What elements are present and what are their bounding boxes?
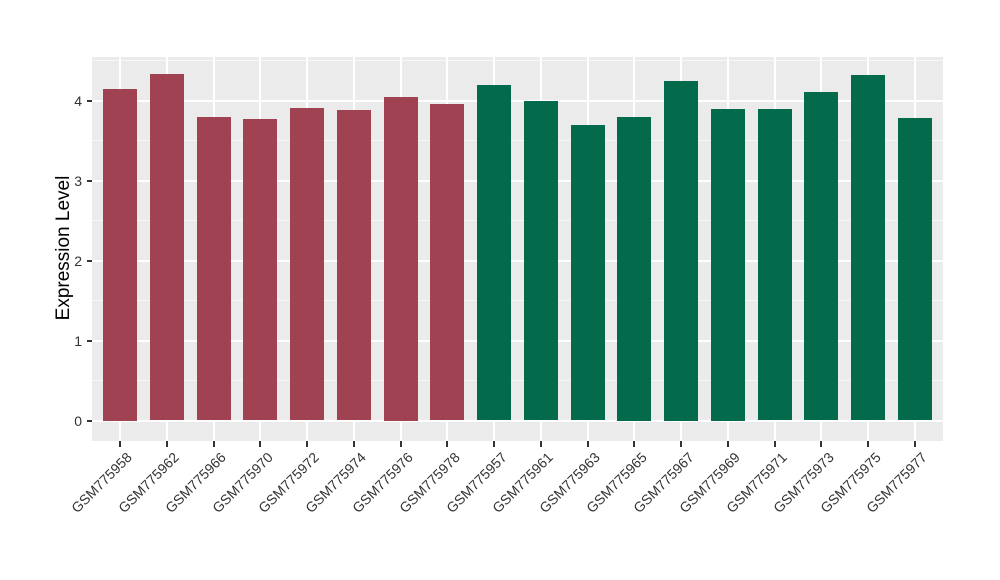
bar xyxy=(897,118,932,421)
y-tick-label: 2 xyxy=(74,252,82,269)
gridline-minor-horizontal xyxy=(92,220,943,221)
gridline-major-horizontal xyxy=(92,339,943,342)
y-tick-label: 3 xyxy=(74,172,82,189)
bar xyxy=(196,117,231,421)
x-tick-mark xyxy=(352,441,355,447)
gridline-minor-horizontal xyxy=(92,140,943,141)
y-tick-label: 1 xyxy=(74,332,82,349)
gridline-major-horizontal xyxy=(92,259,943,262)
y-tick-mark xyxy=(87,179,92,182)
bar xyxy=(617,116,652,421)
x-tick-mark xyxy=(539,441,542,447)
x-tick-mark xyxy=(726,441,729,447)
x-tick-mark xyxy=(493,441,496,447)
bar xyxy=(523,101,558,421)
y-tick-label: 0 xyxy=(74,412,82,429)
x-tick-mark xyxy=(399,441,402,447)
bar xyxy=(851,74,886,421)
bar xyxy=(149,74,184,421)
bar xyxy=(804,91,839,421)
y-tick-mark xyxy=(87,339,92,342)
bar xyxy=(710,108,745,421)
x-tick-mark xyxy=(306,441,309,447)
bar xyxy=(336,110,371,421)
x-tick-mark xyxy=(165,441,168,447)
x-tick-mark xyxy=(913,441,916,447)
x-tick-mark xyxy=(773,441,776,447)
bar xyxy=(430,103,465,421)
y-tick-mark xyxy=(87,99,92,102)
x-tick-mark xyxy=(680,441,683,447)
gridline-major-horizontal xyxy=(92,419,943,422)
x-tick-mark xyxy=(586,441,589,447)
plot-panel xyxy=(92,57,943,441)
x-tick-mark xyxy=(259,441,262,447)
gridline-minor-horizontal xyxy=(92,380,943,381)
gridline-minor-horizontal xyxy=(92,300,943,301)
y-tick-label: 4 xyxy=(74,92,82,109)
bar xyxy=(290,107,325,421)
y-axis-title: Expression Level xyxy=(53,175,74,321)
bar xyxy=(570,125,605,421)
x-tick-mark xyxy=(867,441,870,447)
y-tick-mark xyxy=(87,259,92,262)
x-tick-mark xyxy=(633,441,636,447)
gridline-minor-horizontal xyxy=(92,60,943,61)
x-tick-mark xyxy=(820,441,823,447)
gridline-major-horizontal xyxy=(92,179,943,182)
bar xyxy=(477,85,512,421)
x-tick-mark xyxy=(119,441,122,447)
x-tick-mark xyxy=(212,441,215,447)
bar xyxy=(243,118,278,421)
bar xyxy=(383,96,418,421)
x-tick-mark xyxy=(446,441,449,447)
bar xyxy=(103,88,138,421)
bar xyxy=(757,109,792,421)
y-tick-mark xyxy=(87,419,92,422)
bar xyxy=(664,80,699,421)
gridline-major-horizontal xyxy=(92,99,943,102)
